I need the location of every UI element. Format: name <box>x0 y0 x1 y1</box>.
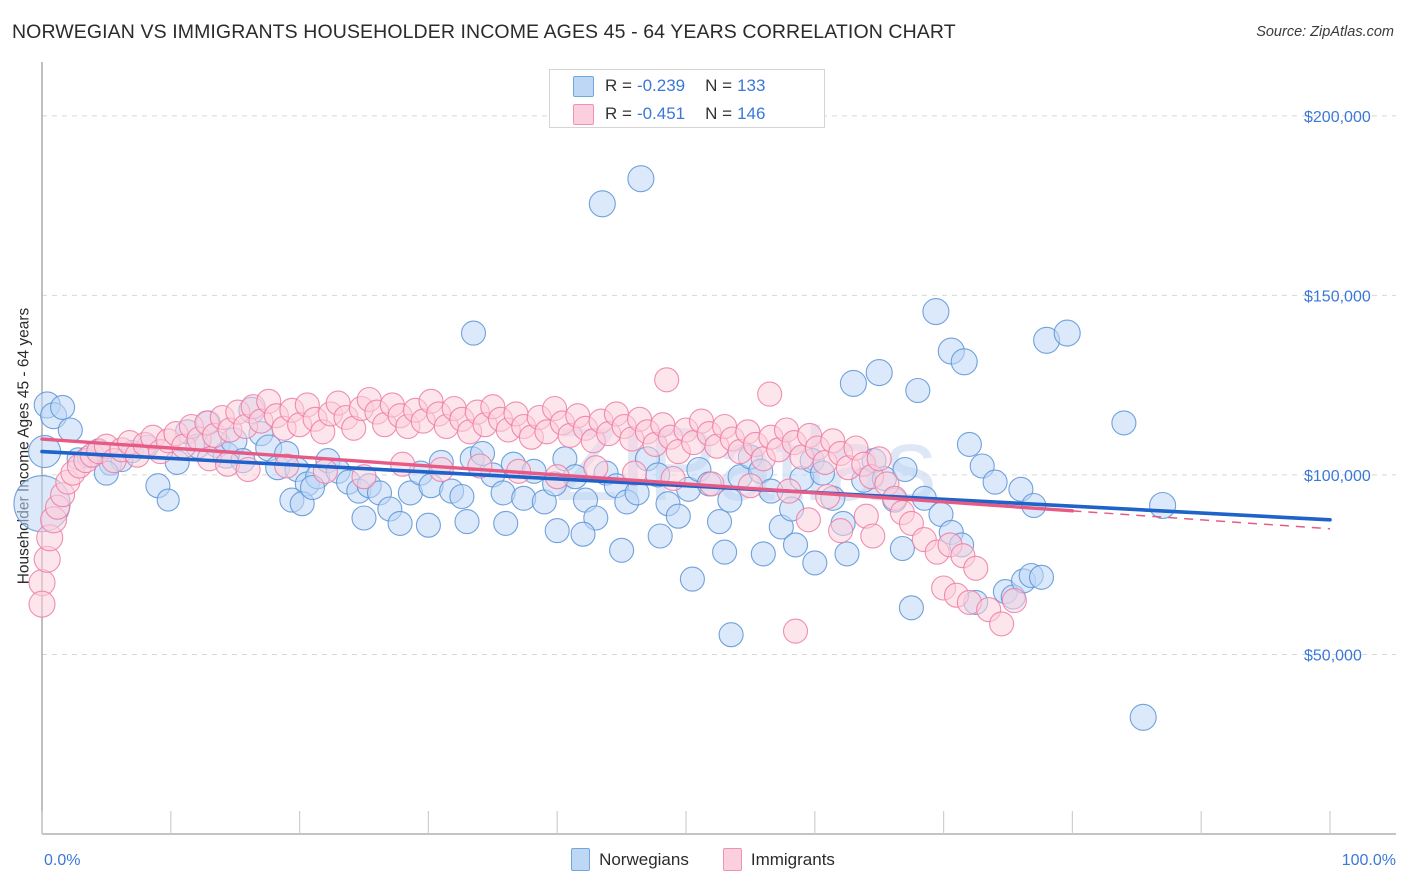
legend-swatch-immigrants <box>573 103 594 125</box>
data-point <box>802 550 828 576</box>
data-point <box>665 503 691 529</box>
legend-label-norwegians: Norwegians <box>599 849 689 869</box>
data-point <box>449 483 475 510</box>
data-point <box>415 512 441 538</box>
data-point <box>493 510 519 536</box>
legend-color-norwegians <box>571 848 591 871</box>
n-value-norwegians: 133 <box>737 76 766 95</box>
stats-legend-row-norwegians: R = -0.239 N = 133 <box>550 72 824 100</box>
data-point <box>387 510 413 536</box>
data-point <box>905 377 931 404</box>
data-point <box>866 446 892 472</box>
data-point <box>351 505 377 531</box>
data-point <box>889 535 915 562</box>
r-label-norwegians: R = <box>605 76 632 95</box>
legend-swatch-norwegians <box>573 75 594 97</box>
y-tick-label-3: $200,000 <box>1304 109 1371 126</box>
data-point <box>815 483 841 510</box>
y-tick-label-1: $100,000 <box>1304 468 1371 485</box>
data-point <box>718 622 744 648</box>
series-legend: Norwegians Immigrants <box>0 848 1406 871</box>
data-point <box>828 518 854 544</box>
data-point <box>950 348 978 376</box>
stats-legend: R = -0.239 N = 133 R = -0.451 N = 146 <box>549 69 825 128</box>
data-point <box>922 298 950 326</box>
data-point <box>782 618 809 644</box>
page-title: NORWEGIAN VS IMMIGRANTS HOUSEHOLDER INCO… <box>12 21 956 43</box>
data-point <box>982 469 1008 495</box>
data-point <box>57 417 83 443</box>
data-point <box>214 451 241 477</box>
data-point <box>50 394 76 420</box>
source-attribution: Source: ZipAtlas.com <box>1256 24 1394 40</box>
data-point <box>627 165 655 193</box>
data-point <box>156 488 180 512</box>
data-point <box>460 320 487 346</box>
data-point <box>795 507 821 533</box>
legend-label-immigrants: Immigrants <box>750 849 835 869</box>
trendline-immigrants <box>40 437 1075 513</box>
data-point <box>454 509 480 535</box>
data-point <box>963 555 989 581</box>
legend-item-norwegians[interactable]: Norwegians <box>571 848 689 871</box>
data-point <box>712 539 738 565</box>
stats-legend-row-immigrants: R = -0.451 N = 146 <box>550 100 824 128</box>
trendline-norwegians <box>40 449 1332 522</box>
y-tick-label-0: $50,000 <box>1304 647 1362 664</box>
data-point <box>511 485 537 511</box>
data-point <box>757 381 783 407</box>
data-point <box>647 523 673 549</box>
data-point <box>467 453 493 479</box>
n-label-norwegians: N = <box>705 76 733 95</box>
series-immigrants <box>28 367 1027 644</box>
legend-color-immigrants <box>722 848 742 871</box>
data-point <box>834 541 860 567</box>
data-point <box>989 611 1015 637</box>
data-point <box>782 532 809 558</box>
data-point <box>679 566 705 592</box>
y-tick-label-2: $150,000 <box>1304 288 1371 305</box>
r-label-immigrants: R = <box>605 104 632 123</box>
n-label-immigrants: N = <box>705 104 733 123</box>
data-point <box>706 509 733 535</box>
data-point <box>860 523 886 549</box>
data-point <box>956 431 982 457</box>
data-point <box>588 190 616 218</box>
data-point <box>428 456 454 483</box>
data-point <box>570 521 596 547</box>
r-value-immigrants: -0.451 <box>636 104 686 123</box>
data-point <box>1028 564 1055 590</box>
x-axis-min-label: 0.0% <box>44 852 81 869</box>
data-point <box>609 537 635 563</box>
data-point <box>865 359 893 387</box>
data-point <box>1149 491 1177 520</box>
legend-item-immigrants[interactable]: Immigrants <box>722 848 835 871</box>
data-point <box>312 458 338 484</box>
r-value-norwegians: -0.239 <box>636 76 686 95</box>
data-point <box>892 456 918 483</box>
data-point <box>898 595 924 621</box>
data-point <box>839 369 867 397</box>
data-point <box>1129 703 1157 731</box>
data-point <box>490 480 516 506</box>
data-point <box>1111 410 1137 436</box>
x-axis-max-label: 100.0% <box>1341 852 1396 869</box>
data-point <box>654 367 680 393</box>
data-point <box>1053 319 1081 347</box>
n-value-immigrants: 146 <box>737 104 766 123</box>
data-point <box>544 518 570 544</box>
data-point <box>1001 588 1027 614</box>
data-point <box>750 541 776 567</box>
trendline-extension-immigrants <box>1072 510 1331 530</box>
data-point <box>737 473 763 499</box>
data-point <box>28 590 56 618</box>
